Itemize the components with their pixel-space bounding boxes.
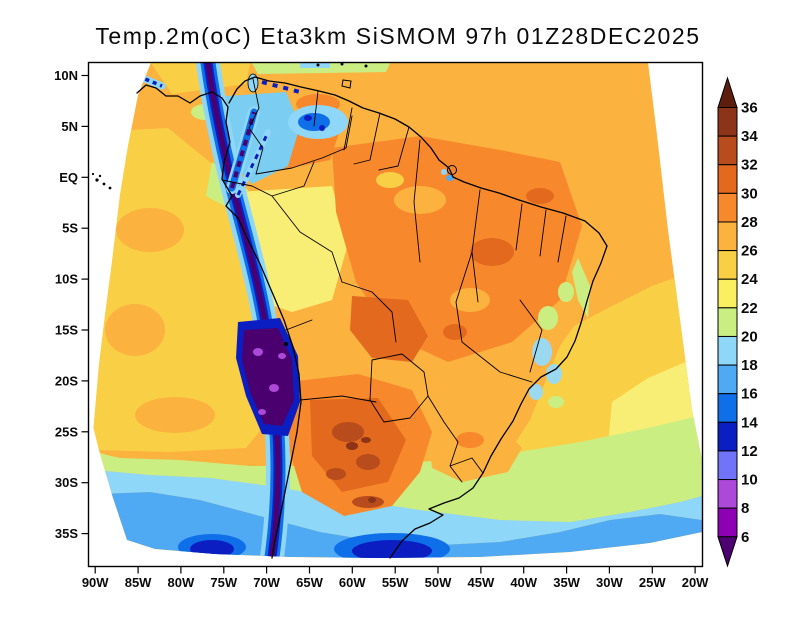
colorbar-arrow-top (717, 76, 738, 108)
lon-tick-label: 85W (125, 575, 152, 590)
colorbar-segment (717, 364, 738, 395)
country-borders (221, 78, 567, 483)
lat-tick-label: 5N (61, 119, 78, 134)
colorbar-label: 14 (741, 414, 758, 431)
lon-tick-label: 70W (253, 575, 280, 590)
colorbar-labels: 36 34 32 30 28 26 24 22 20 18 16 14 12 1… (741, 100, 758, 546)
lon-tick-label: 80W (168, 575, 195, 590)
x-axis-labels: 90W 85W 80W 75W 70W 65W 60W 55W 50W 45W … (82, 575, 709, 590)
colorbar-label: 30 (741, 185, 758, 202)
lon-tick-label: 60W (339, 575, 366, 590)
lon-tick-label: 90W (82, 575, 109, 590)
colorbar-label: 6 (741, 529, 749, 546)
colorbar-label: 28 (741, 214, 758, 231)
colorbar-label: 8 (741, 500, 749, 517)
colorbar: 36 34 32 30 28 26 24 22 20 18 16 14 12 1… (717, 76, 758, 568)
lat-tick-label: 15S (55, 323, 78, 338)
colorbar-label: 24 (741, 271, 758, 288)
map-lines (91, 62, 608, 559)
lat-tick-label: EQ (59, 170, 78, 185)
colorbar-segment (717, 479, 738, 509)
lon-tick-label: 45W (468, 575, 495, 590)
lon-tick-label: 20W (682, 575, 709, 590)
page-title: Temp.2m(oC) Eta3km SiSMOM 97h 01Z28DEC20… (95, 23, 700, 49)
lat-tick-label: 10N (54, 68, 78, 83)
lat-tick-label: 10S (55, 272, 78, 287)
lat-tick-label: 30S (55, 475, 78, 490)
colorbar-segment (717, 450, 738, 481)
lon-tick-label: 40W (510, 575, 537, 590)
lon-tick-label: 25W (639, 575, 666, 590)
lat-tick-label: 20S (55, 373, 78, 388)
colorbar-label: 10 (741, 472, 758, 489)
colorbar-label: 34 (741, 128, 758, 145)
colorbar-label: 22 (741, 300, 758, 317)
colorbar-segment (717, 221, 738, 252)
colorbar-segment (717, 335, 738, 366)
colorbar-segment (717, 250, 738, 280)
colorbar-arrow-bottom (717, 536, 738, 568)
coastline-pacific (136, 84, 302, 559)
colorbar-segment (717, 421, 738, 452)
colorbar-segment (717, 507, 738, 538)
colorbar-segment (717, 307, 738, 337)
x-axis-ticks (94, 566, 696, 574)
colorbar-label: 18 (741, 357, 758, 374)
colorbar-segment (717, 135, 738, 166)
colorbar-segment (717, 192, 738, 223)
y-axis-labels: 10N 5N EQ 5S 10S 15S 20S 25S 30S 35S (54, 68, 78, 541)
colorbar-segment (717, 164, 738, 194)
colorbar-label: 12 (741, 443, 758, 460)
lon-tick-label: 30W (596, 575, 623, 590)
lat-tick-label: 25S (55, 424, 78, 439)
lon-tick-label: 55W (382, 575, 409, 590)
colorbar-label: 36 (741, 100, 758, 117)
lat-tick-label: 35S (55, 526, 78, 541)
lat-tick-label: 5S (62, 221, 78, 236)
islands (284, 62, 457, 346)
y-axis-ticks (81, 74, 89, 535)
coastline-atlantic (228, 76, 608, 559)
colorbar-label: 26 (741, 243, 758, 260)
colorbar-segment (717, 107, 738, 137)
colorbar-label: 32 (741, 157, 758, 174)
andes-cold-band (134, 62, 301, 558)
colorbar-segment (717, 393, 738, 423)
lon-tick-label: 65W (296, 575, 323, 590)
galapagos-islands (91, 172, 112, 190)
lon-tick-label: 75W (210, 575, 237, 590)
temperature-field (93, 62, 703, 558)
lake-maracaibo (247, 73, 259, 93)
colorbar-label: 16 (741, 386, 758, 403)
colorbar-label: 20 (741, 329, 758, 346)
lon-tick-label: 50W (425, 575, 452, 590)
lon-tick-label: 35W (553, 575, 580, 590)
colorbar-segment (717, 278, 738, 309)
